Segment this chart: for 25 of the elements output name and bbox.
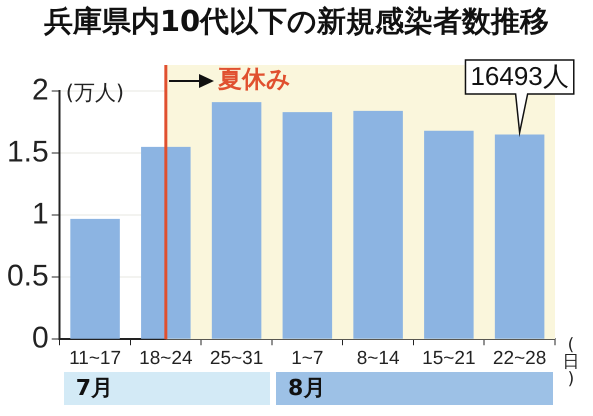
x-tick-label: 22~28 bbox=[492, 348, 546, 369]
y-tick-label: 0 bbox=[32, 321, 49, 354]
x-tick-label: 15~21 bbox=[422, 348, 476, 369]
bar bbox=[424, 130, 474, 339]
bar bbox=[141, 146, 191, 339]
x-tick-label: 1~7 bbox=[291, 348, 324, 369]
x-axis-title: (日) bbox=[562, 335, 580, 390]
x-tick-label: 8~14 bbox=[356, 348, 400, 369]
annotation: 16493人 bbox=[470, 61, 569, 92]
y-axis-title: (万人) bbox=[66, 80, 124, 104]
x-tick-label: 18~24 bbox=[139, 348, 193, 369]
bar bbox=[212, 102, 262, 339]
bar bbox=[353, 110, 403, 339]
text: 7月 bbox=[64, 372, 270, 406]
bar bbox=[70, 218, 120, 339]
x-tick-label: 11~17 bbox=[69, 348, 122, 369]
y-tick-label: 2 bbox=[32, 73, 49, 106]
y-tick-label: 0.5 bbox=[6, 259, 49, 292]
bar bbox=[282, 112, 332, 339]
band-label: 夏休み bbox=[216, 65, 291, 94]
text: 8月 bbox=[276, 372, 553, 406]
y-tick-label: 1 bbox=[32, 197, 49, 230]
x-tick-label: 25~31 bbox=[210, 348, 264, 369]
chart-title: 兵庫県内10代以下の新規感染者数推移 bbox=[42, 3, 550, 40]
y-tick-label: 1.5 bbox=[6, 135, 49, 168]
